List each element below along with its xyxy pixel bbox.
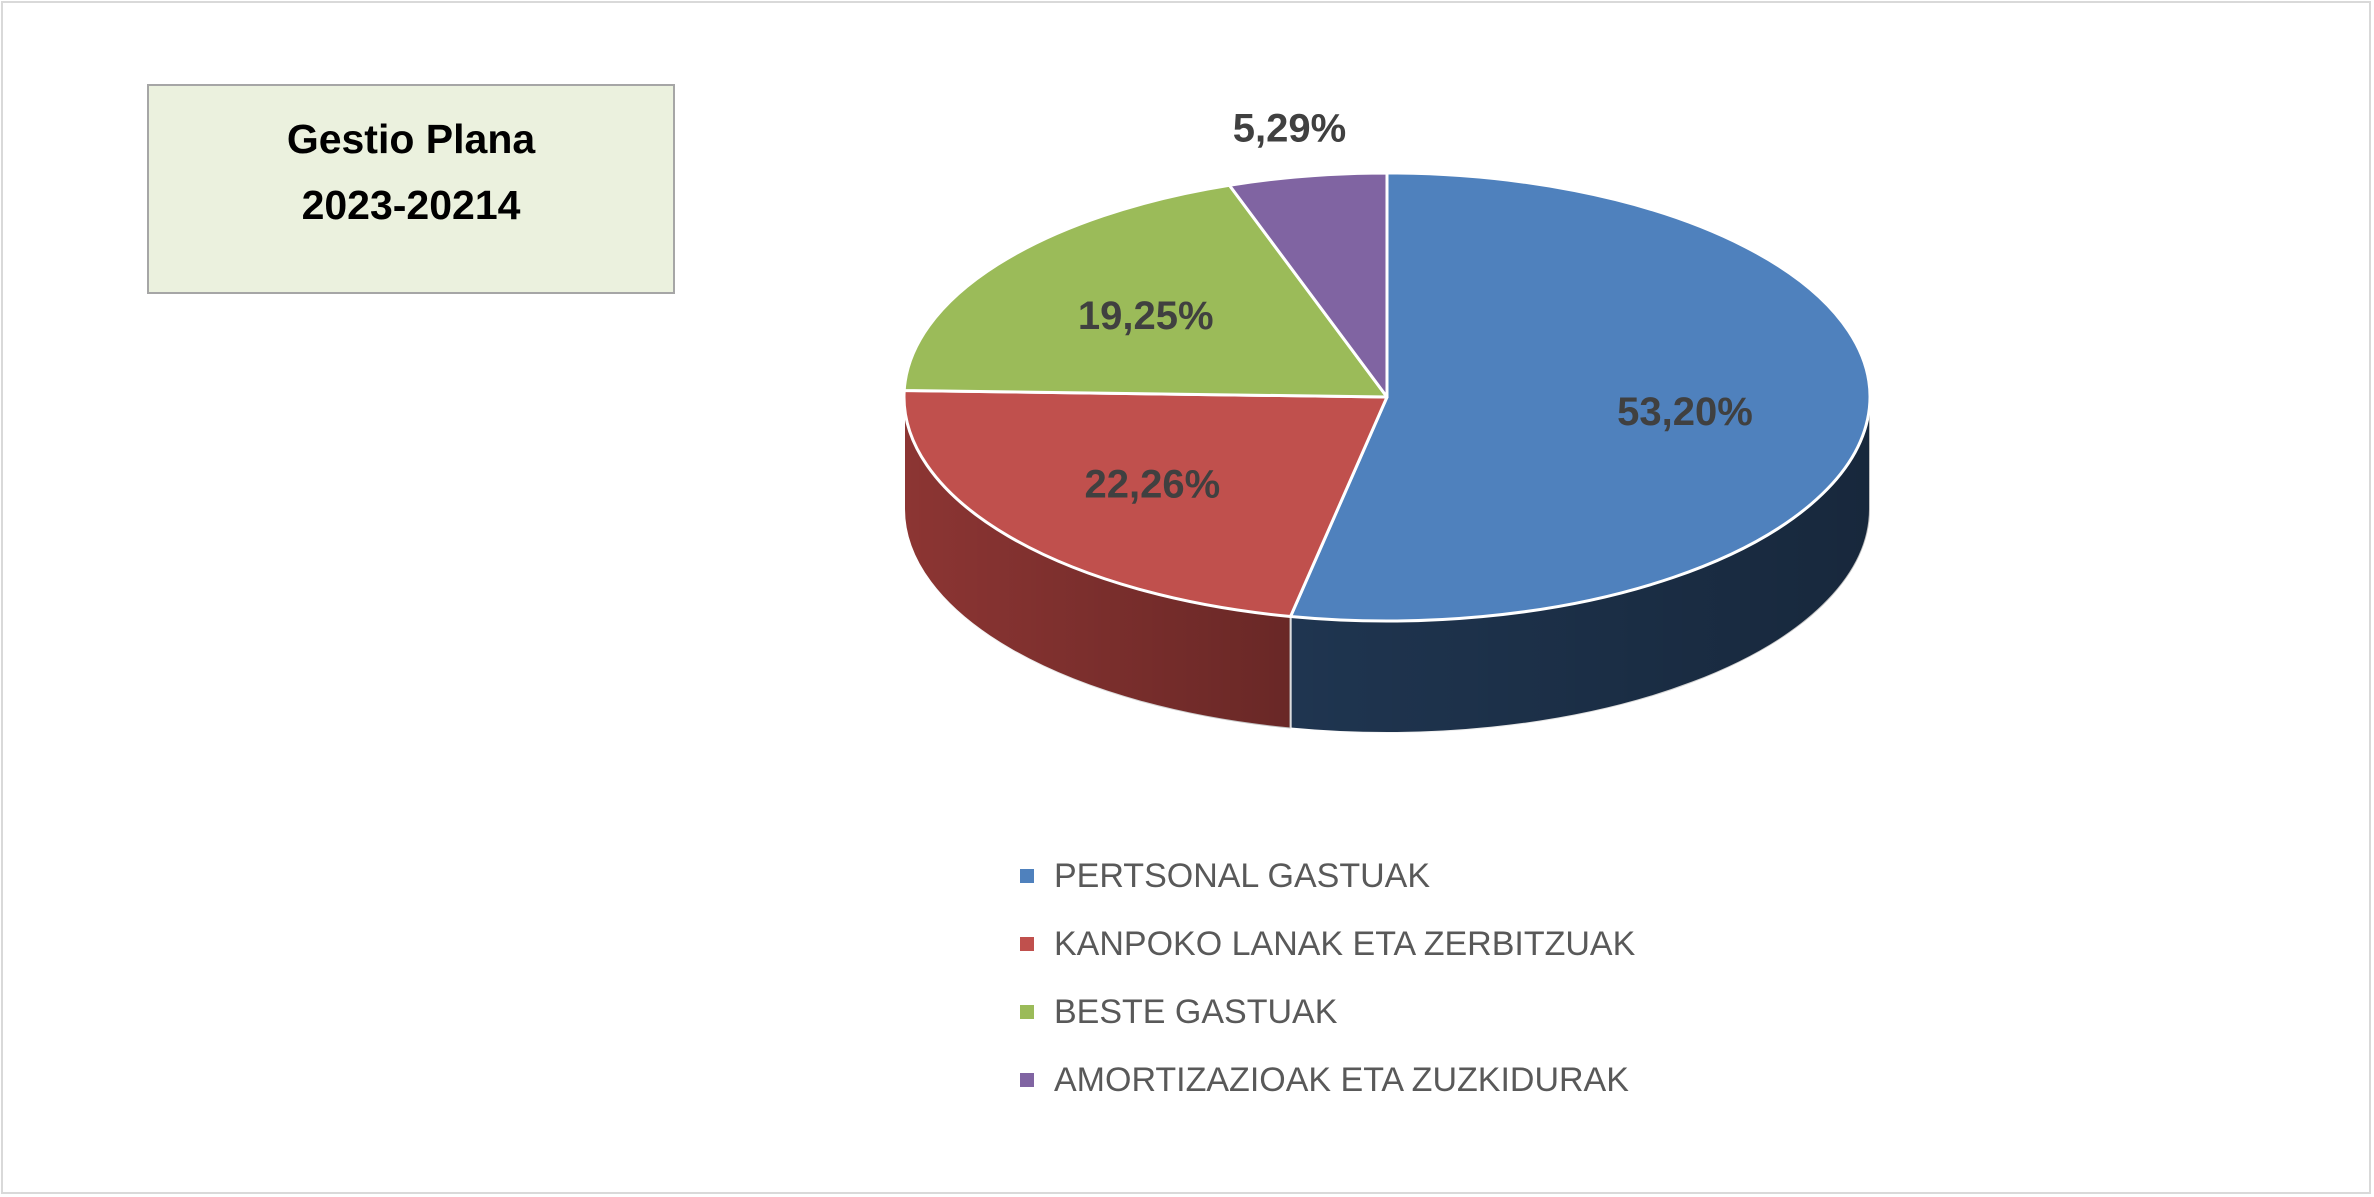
legend-swatch: [1020, 1073, 1034, 1087]
chart-title-line-1: Gestio Plana: [286, 116, 536, 162]
pie-slice: [902, 183, 1389, 399]
legend-label: AMORTIZAZIOAK ETA ZUZKIDURAK: [1054, 1060, 1629, 1099]
legend-swatch: [1020, 1005, 1034, 1019]
pie-slice: [1289, 171, 1872, 623]
chart-title-box: Gestio Plana 2023-20214: [147, 84, 675, 294]
chart-title-line-2: 2023-20214: [301, 182, 521, 228]
legend-item: PERTSONAL GASTUAK: [1020, 842, 1635, 910]
legend-label: PERTSONAL GASTUAK: [1054, 856, 1430, 895]
legend-swatch: [1020, 937, 1034, 951]
legend-item: BESTE GASTUAK: [1020, 978, 1635, 1046]
legend-swatch: [1020, 869, 1034, 883]
pie-slice-side-shade: [904, 397, 1291, 729]
pie-slice-label: 19,25%: [1078, 294, 1214, 338]
pie-slice: [1227, 171, 1389, 399]
legend-item: KANPOKO LANAK ETA ZERBITZUAK: [1020, 910, 1635, 978]
legend-label: KANPOKO LANAK ETA ZERBITZUAK: [1054, 924, 1636, 963]
pie-slice: [902, 389, 1389, 618]
pie-slice-label: 22,26%: [1085, 462, 1221, 506]
legend-item: AMORTIZAZIOAK ETA ZUZKIDURAK: [1020, 1046, 1635, 1114]
pie-slice-side-shade: [1290, 397, 1870, 734]
legend: PERTSONAL GASTUAK KANPOKO LANAK ETA ZERB…: [1020, 842, 1635, 1114]
pie-slice-label: 5,29%: [1233, 106, 1346, 150]
pie-slice-label: 53,20%: [1617, 390, 1753, 434]
legend-label: BESTE GASTUAK: [1054, 992, 1338, 1031]
